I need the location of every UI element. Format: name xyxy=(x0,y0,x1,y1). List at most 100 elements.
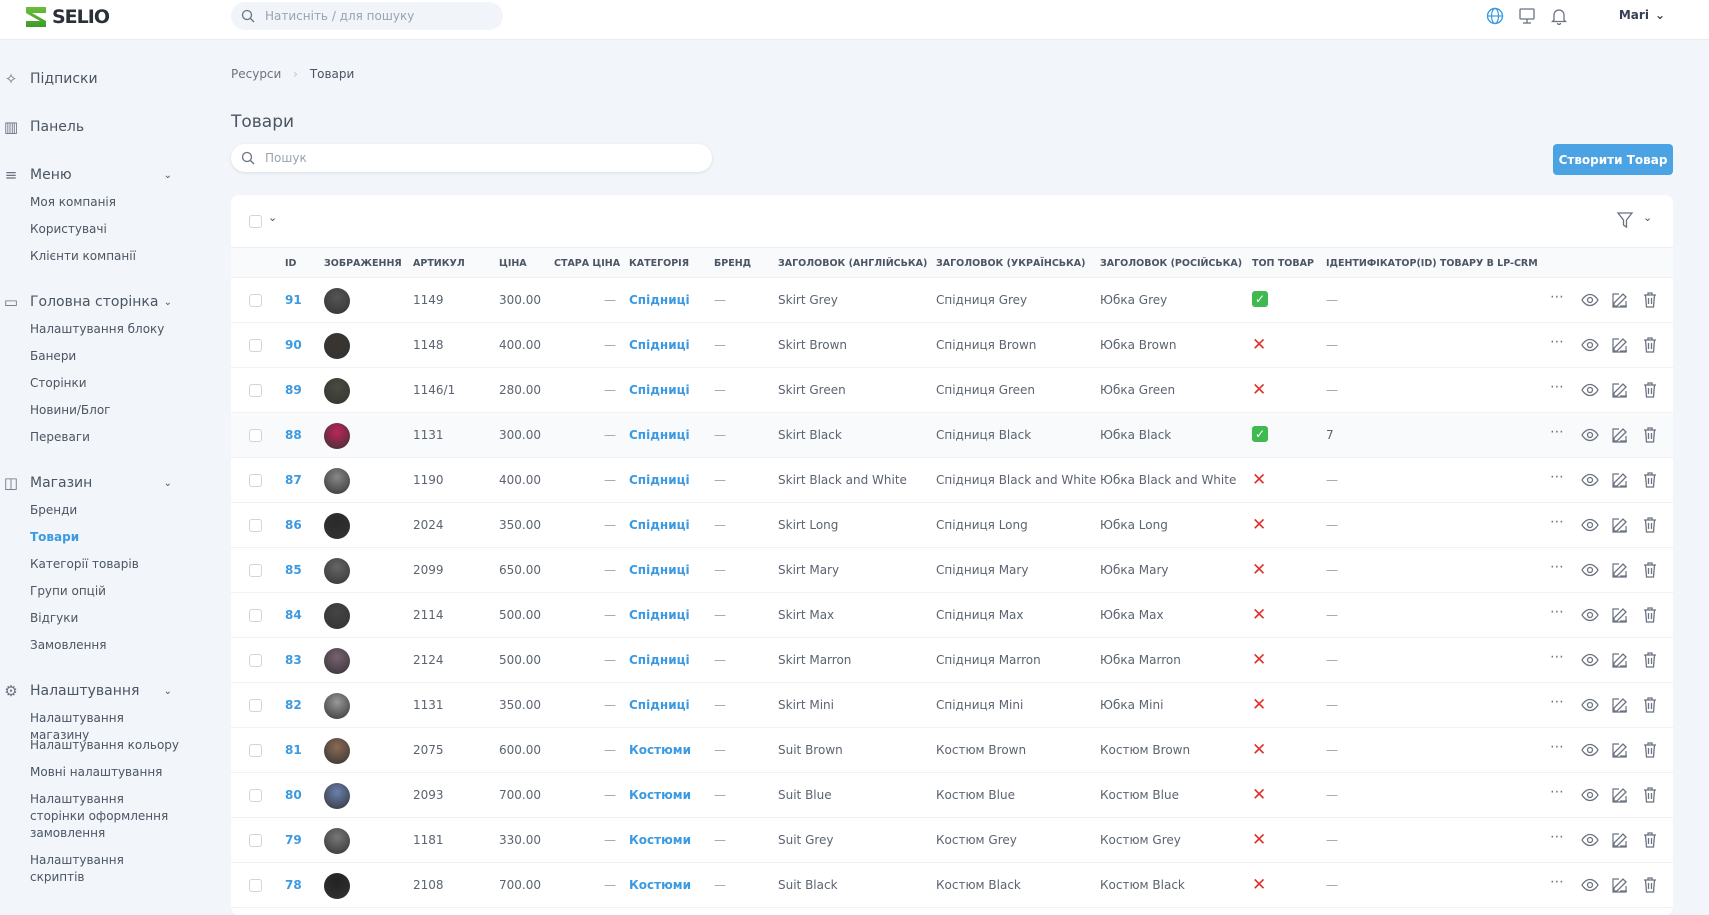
category-link[interactable]: Спідниці xyxy=(629,608,690,622)
sidebar-section[interactable]: ▥ Панель xyxy=(0,118,180,136)
trash-icon[interactable] xyxy=(1641,696,1659,714)
sidebar-section[interactable]: ⚙ Налаштування ⌄ xyxy=(0,682,180,700)
eye-icon[interactable] xyxy=(1581,651,1599,669)
category-link[interactable]: Костюми xyxy=(629,743,692,757)
eye-icon[interactable] xyxy=(1581,381,1599,399)
sidebar-item[interactable]: Налаштування сторінки оформлення замовле… xyxy=(30,792,169,840)
edit-icon[interactable] xyxy=(1611,426,1629,444)
trash-icon[interactable] xyxy=(1641,786,1659,804)
category-link[interactable]: Спідниці xyxy=(629,653,690,667)
row-checkbox[interactable] xyxy=(249,879,262,892)
more-icon[interactable]: ⋯ xyxy=(1550,379,1564,395)
row-checkbox[interactable] xyxy=(249,519,262,532)
global-search-input[interactable]: Натисніть / для пошуку xyxy=(231,2,503,30)
product-id-link[interactable]: 85 xyxy=(285,563,302,577)
more-icon[interactable]: ⋯ xyxy=(1550,469,1564,485)
trash-icon[interactable] xyxy=(1641,471,1659,489)
product-id-link[interactable]: 84 xyxy=(285,608,302,622)
row-checkbox[interactable] xyxy=(249,609,262,622)
edit-icon[interactable] xyxy=(1611,786,1629,804)
chevron-down-icon[interactable]: ⌄ xyxy=(268,211,278,224)
product-id-link[interactable]: 87 xyxy=(285,473,302,487)
chevron-down-icon[interactable]: ⌄ xyxy=(1643,211,1653,224)
column-header[interactable]: ЦІНА xyxy=(499,258,527,269)
more-icon[interactable]: ⋯ xyxy=(1550,784,1564,800)
select-all-checkbox[interactable] xyxy=(249,215,262,228)
more-icon[interactable]: ⋯ xyxy=(1550,514,1564,530)
eye-icon[interactable] xyxy=(1581,291,1599,309)
trash-icon[interactable] xyxy=(1641,741,1659,759)
eye-icon[interactable] xyxy=(1581,561,1599,579)
sidebar-item[interactable]: Моя компанія xyxy=(30,195,116,209)
logo[interactable]: SELIO xyxy=(26,6,110,28)
more-icon[interactable]: ⋯ xyxy=(1550,694,1564,710)
row-checkbox[interactable] xyxy=(249,654,262,667)
monitor-icon[interactable] xyxy=(1517,6,1537,26)
edit-icon[interactable] xyxy=(1611,516,1629,534)
bell-icon[interactable] xyxy=(1549,6,1569,26)
category-link[interactable]: Спідниці xyxy=(629,338,690,352)
more-icon[interactable]: ⋯ xyxy=(1550,739,1564,755)
sidebar-item[interactable]: Налаштування скриптів xyxy=(30,853,124,884)
chevron-down-icon[interactable]: ⌄ xyxy=(163,685,172,697)
eye-icon[interactable] xyxy=(1581,876,1599,894)
sidebar-section[interactable]: ◫ Магазин ⌄ xyxy=(0,474,180,492)
sidebar-item[interactable]: Переваги xyxy=(30,430,90,444)
edit-icon[interactable] xyxy=(1611,876,1629,894)
column-header[interactable]: БРЕНД xyxy=(714,258,752,269)
eye-icon[interactable] xyxy=(1581,831,1599,849)
chevron-down-icon[interactable]: ⌄ xyxy=(163,169,172,181)
sidebar-item[interactable]: Відгуки xyxy=(30,611,79,625)
trash-icon[interactable] xyxy=(1641,516,1659,534)
product-id-link[interactable]: 81 xyxy=(285,743,302,757)
product-id-link[interactable]: 89 xyxy=(285,383,302,397)
category-link[interactable]: Спідниці xyxy=(629,428,690,442)
sidebar-section[interactable]: ▭ Головна сторінка ⌄ xyxy=(0,293,180,311)
trash-icon[interactable] xyxy=(1641,291,1659,309)
row-checkbox[interactable] xyxy=(249,429,262,442)
sidebar-item[interactable]: Категорії товарів xyxy=(30,557,139,571)
row-checkbox[interactable] xyxy=(249,384,262,397)
product-id-link[interactable]: 90 xyxy=(285,338,302,352)
row-checkbox[interactable] xyxy=(249,834,262,847)
trash-icon[interactable] xyxy=(1641,831,1659,849)
product-id-link[interactable]: 88 xyxy=(285,428,302,442)
product-id-link[interactable]: 78 xyxy=(285,878,302,892)
edit-icon[interactable] xyxy=(1611,696,1629,714)
eye-icon[interactable] xyxy=(1581,336,1599,354)
globe-icon[interactable] xyxy=(1485,6,1505,26)
category-link[interactable]: Костюми xyxy=(629,788,692,802)
sidebar-item[interactable]: Замовлення xyxy=(30,638,107,652)
edit-icon[interactable] xyxy=(1611,291,1629,309)
category-link[interactable]: Спідниці xyxy=(629,473,690,487)
edit-icon[interactable] xyxy=(1611,606,1629,624)
edit-icon[interactable] xyxy=(1611,831,1629,849)
row-checkbox[interactable] xyxy=(249,294,262,307)
sidebar-item[interactable]: Налаштування магазину xyxy=(30,711,124,742)
more-icon[interactable]: ⋯ xyxy=(1550,874,1564,890)
category-link[interactable]: Спідниці xyxy=(629,563,690,577)
trash-icon[interactable] xyxy=(1641,606,1659,624)
trash-icon[interactable] xyxy=(1641,561,1659,579)
row-checkbox[interactable] xyxy=(249,789,262,802)
product-id-link[interactable]: 86 xyxy=(285,518,302,532)
more-icon[interactable]: ⋯ xyxy=(1550,559,1564,575)
chevron-down-icon[interactable]: ⌄ xyxy=(163,296,172,308)
category-link[interactable]: Костюми xyxy=(629,833,692,847)
sidebar-item[interactable]: Сторінки xyxy=(30,376,87,390)
column-header[interactable]: АРТИКУЛ xyxy=(413,258,465,269)
edit-icon[interactable] xyxy=(1611,336,1629,354)
search-input[interactable]: Пошук xyxy=(231,144,712,172)
product-id-link[interactable]: 80 xyxy=(285,788,302,802)
edit-icon[interactable] xyxy=(1611,651,1629,669)
category-link[interactable]: Спідниці xyxy=(629,698,690,712)
chevron-down-icon[interactable]: ⌄ xyxy=(163,477,172,489)
column-header[interactable]: ID xyxy=(285,258,297,269)
sidebar-item[interactable]: Клієнти компанії xyxy=(30,249,136,263)
trash-icon[interactable] xyxy=(1641,336,1659,354)
eye-icon[interactable] xyxy=(1581,426,1599,444)
trash-icon[interactable] xyxy=(1641,381,1659,399)
eye-icon[interactable] xyxy=(1581,606,1599,624)
sidebar-item[interactable]: Користувачі xyxy=(30,222,107,236)
sidebar-item[interactable]: Групи опцій xyxy=(30,584,106,598)
